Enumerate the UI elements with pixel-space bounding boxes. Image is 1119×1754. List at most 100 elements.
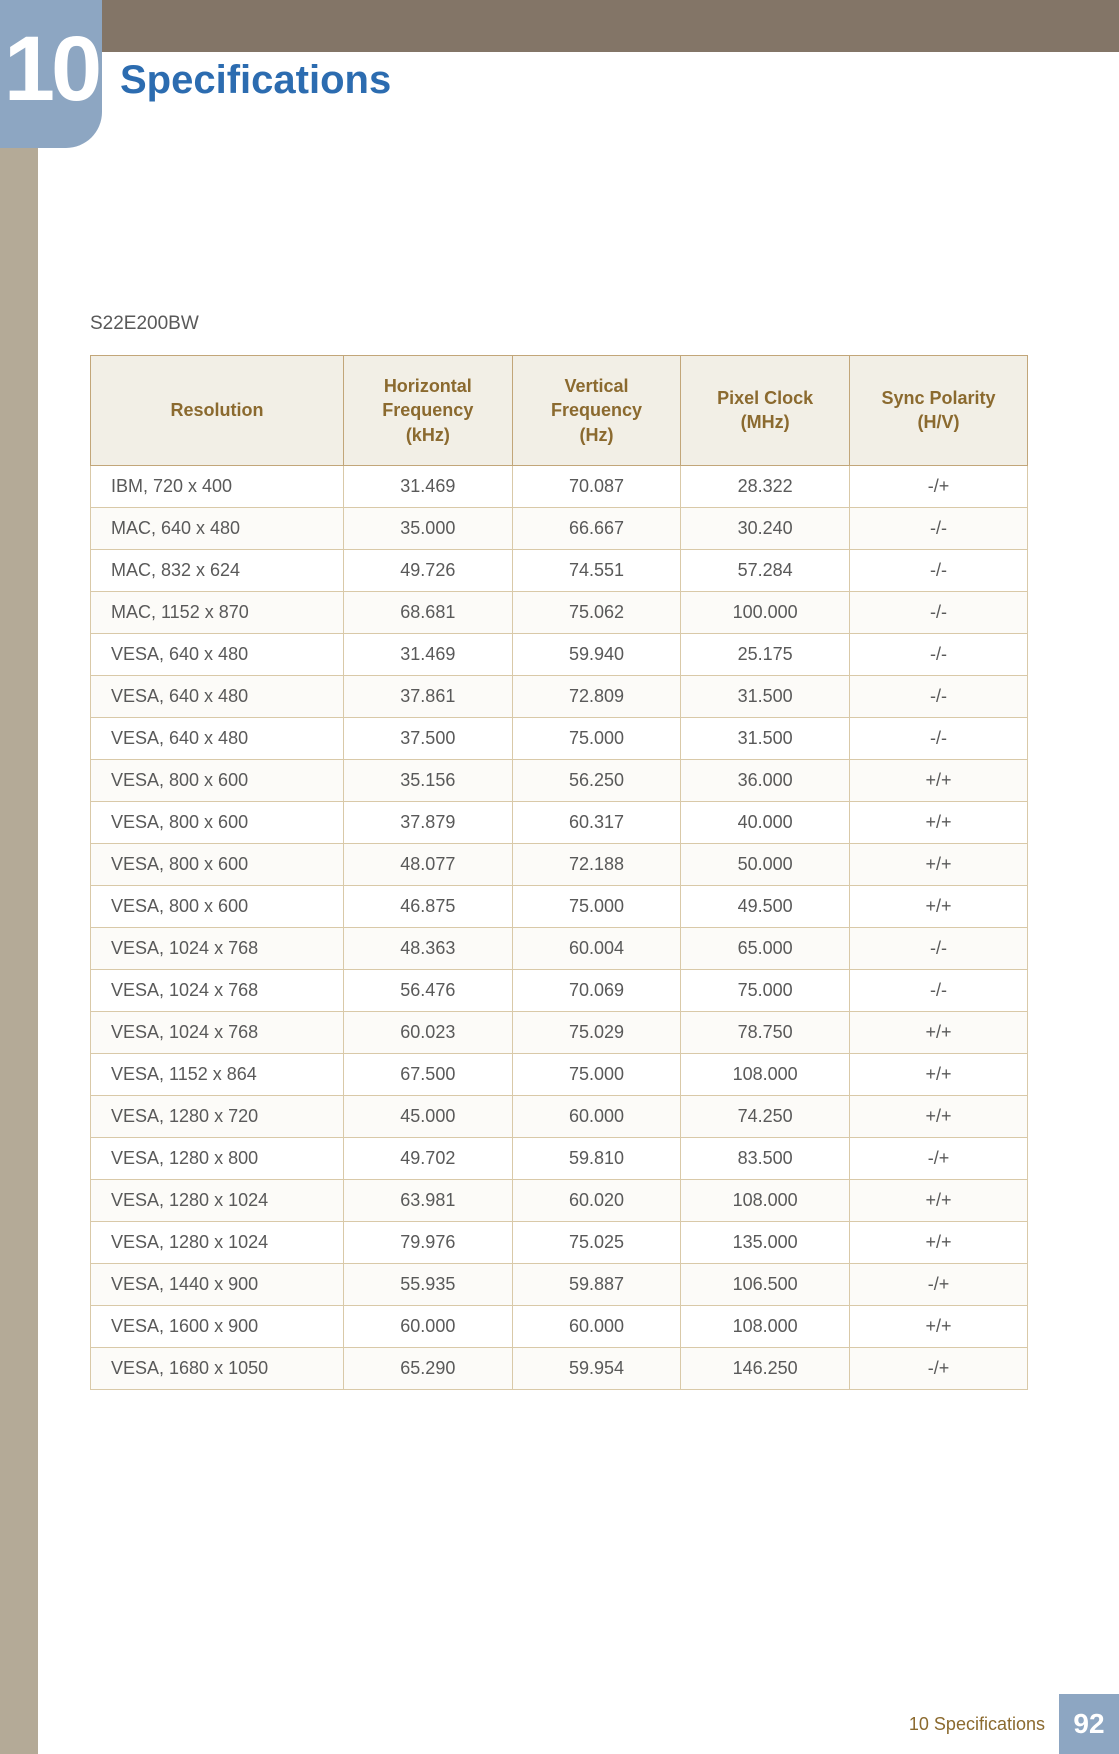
- table-cell: +/+: [849, 885, 1027, 927]
- table-cell: 67.500: [343, 1053, 512, 1095]
- table-cell: 56.250: [512, 759, 681, 801]
- table-row: VESA, 1152 x 86467.50075.000108.000+/+: [91, 1053, 1028, 1095]
- table-cell: 100.000: [681, 591, 850, 633]
- table-cell: 46.875: [343, 885, 512, 927]
- table-cell: VESA, 1280 x 1024: [91, 1221, 344, 1263]
- specifications-table: ResolutionHorizontalFrequency(kHz)Vertic…: [90, 355, 1028, 1390]
- table-cell: VESA, 1024 x 768: [91, 1011, 344, 1053]
- table-cell: 25.175: [681, 633, 850, 675]
- table-row: IBM, 720 x 40031.46970.08728.322-/+: [91, 465, 1028, 507]
- page-title: Specifications: [120, 58, 391, 103]
- table-cell: 36.000: [681, 759, 850, 801]
- table-cell: VESA, 640 x 480: [91, 675, 344, 717]
- table-cell: -/-: [849, 969, 1027, 1011]
- table-row: VESA, 1280 x 80049.70259.81083.500-/+: [91, 1137, 1028, 1179]
- table-cell: 37.879: [343, 801, 512, 843]
- table-cell: +/+: [849, 1179, 1027, 1221]
- table-cell: 50.000: [681, 843, 850, 885]
- table-cell: 108.000: [681, 1305, 850, 1347]
- table-cell: -/-: [849, 549, 1027, 591]
- table-cell: 49.702: [343, 1137, 512, 1179]
- table-row: VESA, 1280 x 102479.97675.025135.000+/+: [91, 1221, 1028, 1263]
- table-cell: 83.500: [681, 1137, 850, 1179]
- table-cell: MAC, 832 x 624: [91, 549, 344, 591]
- table-cell: +/+: [849, 1011, 1027, 1053]
- table-row: VESA, 1024 x 76856.47670.06975.000-/-: [91, 969, 1028, 1011]
- left-sidebar: [0, 0, 38, 1694]
- table-cell: 57.284: [681, 549, 850, 591]
- table-cell: 75.029: [512, 1011, 681, 1053]
- table-cell: VESA, 1152 x 864: [91, 1053, 344, 1095]
- table-cell: 59.810: [512, 1137, 681, 1179]
- table-row: VESA, 800 x 60046.87575.00049.500+/+: [91, 885, 1028, 927]
- table-cell: 60.317: [512, 801, 681, 843]
- table-cell: 60.000: [512, 1095, 681, 1137]
- table-cell: VESA, 800 x 600: [91, 801, 344, 843]
- table-cell: +/+: [849, 1095, 1027, 1137]
- table-cell: 60.000: [343, 1305, 512, 1347]
- table-header-cell: Sync Polarity(H/V): [849, 356, 1027, 466]
- table-cell: 37.861: [343, 675, 512, 717]
- table-row: VESA, 1600 x 90060.00060.000108.000+/+: [91, 1305, 1028, 1347]
- table-cell: 40.000: [681, 801, 850, 843]
- table-cell: -/-: [849, 927, 1027, 969]
- table-cell: 78.750: [681, 1011, 850, 1053]
- table-cell: -/+: [849, 1137, 1027, 1179]
- table-cell: VESA, 640 x 480: [91, 633, 344, 675]
- table-row: VESA, 1440 x 90055.93559.887106.500-/+: [91, 1263, 1028, 1305]
- table-row: VESA, 640 x 48037.50075.00031.500-/-: [91, 717, 1028, 759]
- table-row: VESA, 800 x 60035.15656.25036.000+/+: [91, 759, 1028, 801]
- table-cell: 75.025: [512, 1221, 681, 1263]
- table-cell: 60.020: [512, 1179, 681, 1221]
- table-cell: 60.023: [343, 1011, 512, 1053]
- table-cell: 108.000: [681, 1179, 850, 1221]
- table-cell: 106.500: [681, 1263, 850, 1305]
- table-header-cell: Resolution: [91, 356, 344, 466]
- table-cell: 31.469: [343, 633, 512, 675]
- table-cell: 48.077: [343, 843, 512, 885]
- table-header-cell: Pixel Clock(MHz): [681, 356, 850, 466]
- table-cell: 45.000: [343, 1095, 512, 1137]
- table-cell: 56.476: [343, 969, 512, 1011]
- table-header-cell: VerticalFrequency(Hz): [512, 356, 681, 466]
- table-cell: 68.681: [343, 591, 512, 633]
- table-cell: VESA, 1024 x 768: [91, 927, 344, 969]
- chapter-number: 10: [4, 23, 98, 115]
- table-cell: 79.976: [343, 1221, 512, 1263]
- table-cell: 30.240: [681, 507, 850, 549]
- table-cell: -/+: [849, 465, 1027, 507]
- table-cell: VESA, 640 x 480: [91, 717, 344, 759]
- table-cell: IBM, 720 x 400: [91, 465, 344, 507]
- table-cell: 31.469: [343, 465, 512, 507]
- table-cell: 65.290: [343, 1347, 512, 1389]
- table-cell: -/+: [849, 1263, 1027, 1305]
- left-sidebar-bottom: [0, 1694, 38, 1754]
- table-cell: VESA, 800 x 600: [91, 759, 344, 801]
- table-cell: VESA, 800 x 600: [91, 885, 344, 927]
- table-cell: VESA, 1440 x 900: [91, 1263, 344, 1305]
- table-cell: MAC, 640 x 480: [91, 507, 344, 549]
- table-cell: -/-: [849, 633, 1027, 675]
- table-cell: -/-: [849, 717, 1027, 759]
- table-cell: MAC, 1152 x 870: [91, 591, 344, 633]
- table-cell: 70.069: [512, 969, 681, 1011]
- table-row: VESA, 800 x 60037.87960.31740.000+/+: [91, 801, 1028, 843]
- table-cell: 108.000: [681, 1053, 850, 1095]
- table-cell: 72.188: [512, 843, 681, 885]
- table-cell: +/+: [849, 1305, 1027, 1347]
- table-cell: +/+: [849, 801, 1027, 843]
- table-cell: +/+: [849, 1053, 1027, 1095]
- table-cell: 74.551: [512, 549, 681, 591]
- table-cell: 75.000: [512, 717, 681, 759]
- table-cell: 48.363: [343, 927, 512, 969]
- table-cell: 65.000: [681, 927, 850, 969]
- table-cell: +/+: [849, 759, 1027, 801]
- table-cell: VESA, 1280 x 1024: [91, 1179, 344, 1221]
- table-row: VESA, 1024 x 76860.02375.02978.750+/+: [91, 1011, 1028, 1053]
- table-cell: 66.667: [512, 507, 681, 549]
- table-cell: 75.062: [512, 591, 681, 633]
- table-cell: 31.500: [681, 717, 850, 759]
- table-row: VESA, 800 x 60048.07772.18850.000+/+: [91, 843, 1028, 885]
- table-row: VESA, 1680 x 105065.29059.954146.250-/+: [91, 1347, 1028, 1389]
- table-cell: 37.500: [343, 717, 512, 759]
